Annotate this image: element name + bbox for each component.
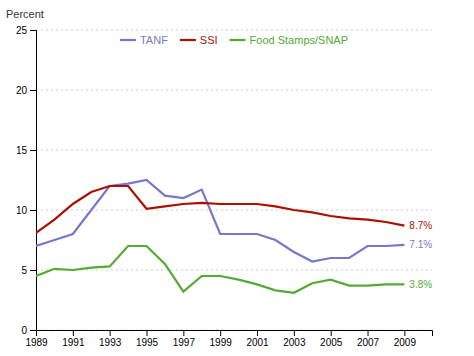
tick-label: 25 [16,25,28,36]
legend-item: TANF [120,34,168,46]
legend-item: Food Stamps/SNAP [230,34,348,46]
lines [36,180,404,293]
grid-line [36,30,432,31]
tick-label: 15 [16,145,28,156]
axis-title: Percent [6,8,44,20]
tick: 2001 [246,330,269,348]
tick-mark [30,210,36,211]
line [36,180,404,262]
tick-label: 10 [16,205,28,216]
annotations: 8.7% 7.1% 3.8% [409,220,432,290]
grid-line [36,210,432,211]
axis-line [37,331,433,337]
legend: TANF SSI Food Stamps/SNAP [120,34,348,46]
tick: 1995 [136,330,159,348]
end-label: 7.1% [409,239,432,250]
tick: 1997 [173,330,196,348]
tick-mark [220,330,221,336]
tick-mark [30,150,36,151]
legend-swatch [230,39,246,41]
plot: 1989199119931995199719992001200320052007… [16,25,433,348]
tick: 2007 [357,330,380,348]
line [36,246,404,293]
end-label: 3.8% [409,279,432,290]
tick-mark [183,330,184,336]
tick-label: 20 [16,85,28,96]
legend-label: SSI [200,34,218,46]
line [36,186,404,233]
legend-label: Food Stamps/SNAP [250,34,348,46]
end-label: 8.7% [409,220,432,231]
tick-label: 1993 [99,337,122,348]
tick-mark [331,330,332,336]
tick-mark [294,330,295,336]
tick-mark [30,330,36,331]
y-axis: 0 5 10 15 20 25 [16,25,37,336]
axis-line [30,31,37,331]
grid [36,30,432,330]
tick-label: 2003 [283,337,306,348]
tick: 20 [16,85,36,96]
tick-label: 2001 [246,337,269,348]
tick: 1989 [25,330,48,348]
tick: 10 [16,205,36,216]
tick: 2009 [394,330,417,348]
tick-mark [147,330,148,336]
tick-mark [404,330,405,336]
legend-item: SSI [180,34,218,46]
tick-mark [30,30,36,31]
tick-label: 1991 [62,337,85,348]
tick-label: 2005 [320,337,343,348]
tick-mark [73,330,74,336]
tick-label: 1997 [173,337,196,348]
tick-mark [30,90,36,91]
tick-label: 1995 [136,337,159,348]
x-axis: 1989 1991 1993 1995 1997 1999 2001 2003 2005 2007… [25,330,432,348]
grid-line [36,270,432,271]
tick-label: 1989 [25,337,48,348]
grid-line [36,90,432,91]
tick: 1993 [99,330,122,348]
grid-line [36,150,432,151]
tick-mark [110,330,111,336]
legend-swatch [120,39,136,41]
tick-mark [257,330,258,336]
tick-mark [30,270,36,271]
tick: 1991 [62,330,85,348]
tick: 2005 [320,330,343,348]
tick-label: 2009 [394,337,417,348]
legend-label: TANF [140,34,168,46]
tick: 2003 [283,330,306,348]
tick-label: 0 [21,325,27,336]
chart: 1989199119931995199719992001200320052007… [0,0,474,356]
tick-label: 2007 [357,337,380,348]
tick: 1999 [210,330,233,348]
tick-mark [368,330,369,336]
tick-label: 5 [21,265,27,276]
tick: 25 [16,25,36,36]
tick: 15 [16,145,36,156]
tick: 5 [21,265,36,276]
tick-label: 1999 [210,337,233,348]
legend-swatch [180,39,196,41]
tick: 0 [21,325,36,336]
